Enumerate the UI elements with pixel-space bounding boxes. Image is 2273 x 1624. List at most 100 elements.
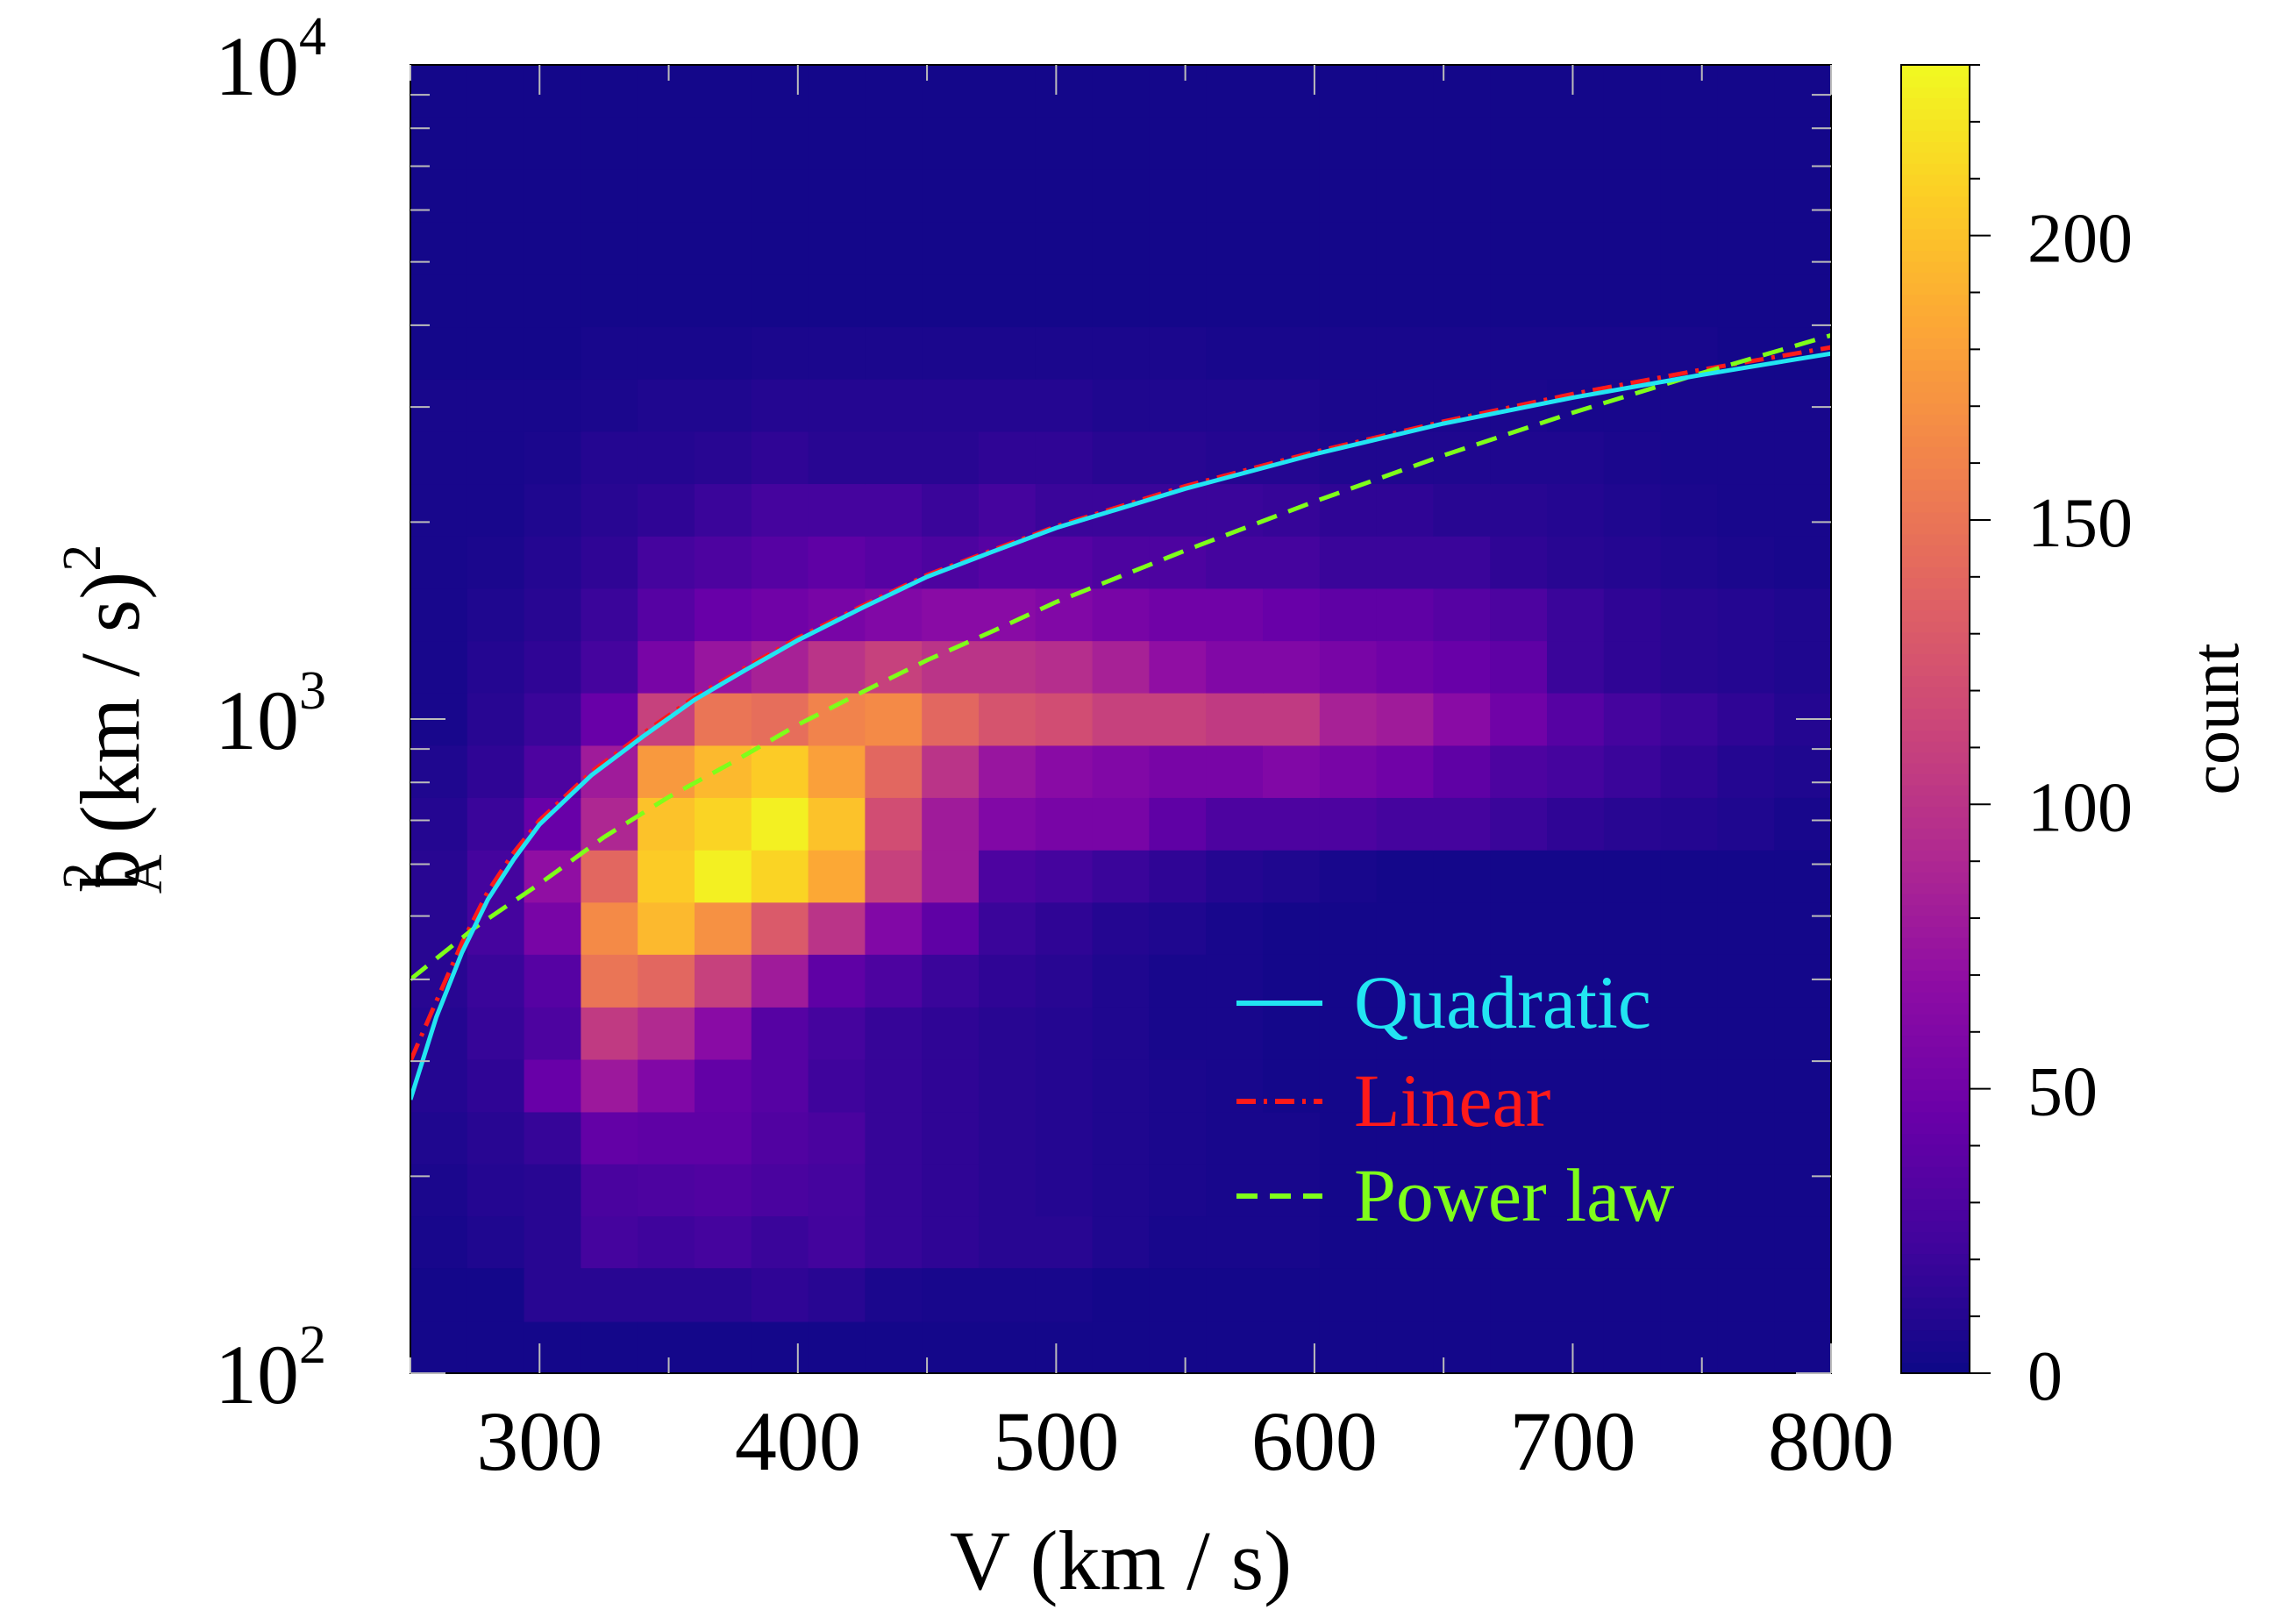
heatmap-cell [1547,797,1605,851]
colorbar-segment [1901,806,1970,818]
heatmap-cell [638,274,695,328]
heatmap-cell [638,901,695,955]
colorbar-segment [1901,337,1970,350]
heatmap-cell [808,1058,866,1113]
heatmap-cell [1660,1321,1718,1374]
heatmap-cell [467,954,525,1008]
colorbar-segment [1901,1307,1970,1320]
heatmap-cell [1319,379,1378,432]
heatmap-cell [581,169,638,223]
heatmap-cell [1660,65,1718,118]
heatmap-cell [581,65,638,118]
heatmap-cell [695,954,752,1008]
colorbar-segment [1901,1079,1970,1091]
heatmap-cell [410,850,468,903]
colorbar-segment [1901,217,1970,230]
colorbar-segment [1901,1231,1970,1243]
heatmap-cell [1603,1215,1662,1269]
heatmap-cell [581,1111,638,1165]
heatmap-cell [1433,483,1491,537]
heatmap-cell [1603,588,1662,642]
heatmap-cell [1319,954,1378,1008]
colorbar-segment [1901,915,1970,928]
colorbar-segment [1901,566,1970,579]
colorbar-segment [1901,511,1970,524]
heatmap-cell [1490,1007,1548,1060]
heatmap-cell [808,1215,866,1269]
heatmap-cell [1376,693,1434,746]
heatmap-cell [1774,744,1832,798]
heatmap-cell [1035,797,1094,851]
heatmap-cell [1149,1215,1207,1269]
heatmap-cell [1263,431,1321,485]
heatmap-cell [1660,797,1718,851]
heatmap-cell [1092,379,1150,432]
colorbar-segment [1901,435,1970,447]
colorbar-segment [1901,948,1970,960]
colorbar-segment [1901,174,1970,186]
colorbar-segment [1901,697,1970,709]
colorbar-segment [1901,1013,1970,1025]
colorbar-segment [1901,1209,1970,1222]
heatmap-cell [1603,744,1662,798]
heatmap-cell [695,379,752,432]
x-axis-tick-labels: 300 400 500 600 700 800 [476,1394,1894,1488]
heatmap-cell [1717,744,1775,798]
heatmap-cell [1433,640,1491,694]
heatmap-cell [1547,1111,1605,1165]
heatmap-cell [1660,536,1718,589]
heatmap-cell [638,483,695,537]
heatmap-cell [1774,1267,1832,1322]
heatmap-cell [638,222,695,275]
y-tick-label: 104 [215,7,326,113]
heatmap-cell [1717,483,1775,537]
heatmap-cell [1206,65,1264,118]
heatmap-cell [751,1007,809,1060]
heatmap-cell [979,1007,1037,1060]
heatmap-cell [1376,1215,1434,1269]
heatmap-cell [467,1058,525,1113]
heatmap-cell [1376,274,1434,328]
heatmap-cell [1547,222,1605,275]
heatmap-cell [1092,901,1150,955]
heatmap-cell [979,901,1037,955]
heatmap-cell [1035,65,1094,118]
heatmap-cell [1149,169,1207,223]
heatmap-cell [979,693,1037,746]
heatmap-cell [1603,1058,1662,1113]
heatmap-cell [865,117,923,170]
heatmap-cell [751,797,809,851]
y-axis-ticks [410,94,1831,1374]
heatmap-cell [410,483,468,537]
colorbar-segment [1901,304,1970,317]
colorbar-segment [1901,642,1970,655]
heatmap-cell [1433,588,1491,642]
heatmap-cell [581,326,638,380]
heatmap-cell [1092,693,1150,746]
heatmap-cell [638,744,695,798]
heatmap-cell [1490,640,1548,694]
heatmap-cell [1206,954,1264,1008]
heatmap-cell [979,117,1037,170]
heatmap-cell [1547,901,1605,955]
heatmap-cell [467,1215,525,1269]
y-tick-label: 102 [215,1315,326,1421]
colorbar-label: count [2177,643,2253,795]
heatmap-cell [1433,850,1491,903]
heatmap-cell [1660,117,1718,170]
legend: Quadratic Linear Power law [1236,960,1674,1237]
heatmap-cell [467,431,525,485]
colorbar-segment [1901,348,1970,360]
heatmap-cell [1376,117,1434,170]
heatmap-cell [808,431,866,485]
heatmap-cell [865,1215,923,1269]
heatmap-cell [638,954,695,1008]
heatmap-cell [1206,536,1264,589]
colorbar-segment [1901,282,1970,295]
colorbar-segment [1901,740,1970,753]
heatmap-cell [410,274,468,328]
heatmap-cell [1660,1215,1718,1269]
heatmap-cell [524,797,581,851]
heatmap-cell [1603,117,1662,170]
heatmap-cell [1035,483,1094,537]
